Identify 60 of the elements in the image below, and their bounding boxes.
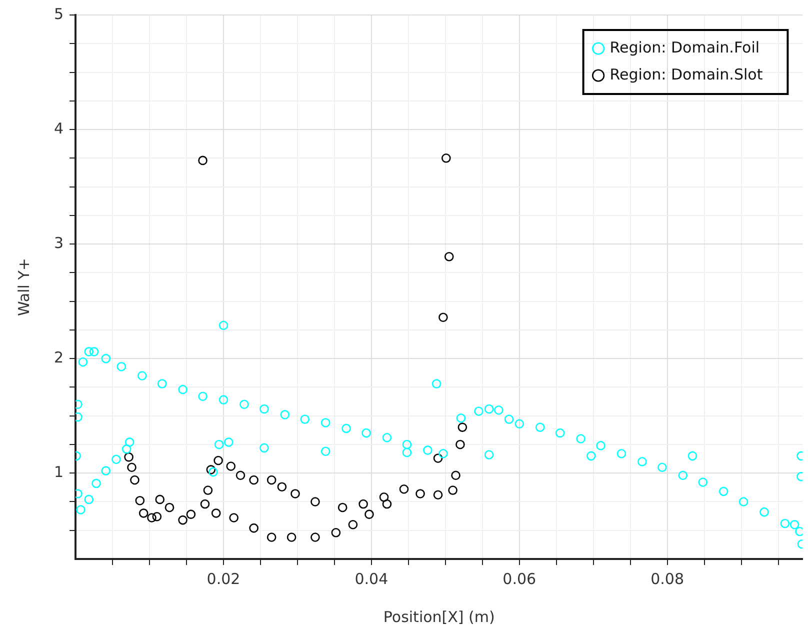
- point: [178, 515, 188, 525]
- point: [310, 532, 320, 542]
- y-tick-label: 3: [54, 234, 64, 252]
- point: [358, 499, 368, 509]
- point: [448, 486, 458, 495]
- point: [433, 454, 443, 463]
- point: [198, 156, 208, 166]
- point: [211, 508, 221, 518]
- point: [438, 312, 448, 322]
- legend-label: Region: Domain.Slot: [610, 65, 763, 84]
- point: [203, 486, 213, 495]
- point: [152, 512, 162, 522]
- point: [200, 499, 210, 509]
- point: [310, 497, 320, 506]
- point: [348, 520, 358, 530]
- y-tick-label: 5: [54, 4, 64, 23]
- y-axis-title: Wall Y+: [14, 258, 33, 316]
- point: [249, 523, 258, 533]
- point: [147, 513, 156, 522]
- point: [229, 513, 238, 522]
- point: [277, 482, 287, 492]
- point: [456, 440, 465, 450]
- point: [186, 510, 196, 519]
- point: [286, 532, 296, 542]
- point: [266, 532, 276, 542]
- point: [458, 422, 468, 432]
- point: [214, 456, 223, 466]
- point: [338, 502, 348, 512]
- point: [124, 452, 134, 462]
- point: [127, 462, 136, 472]
- point: [249, 475, 258, 485]
- point: [442, 154, 451, 163]
- point: [379, 492, 389, 502]
- x-tick-label: 0.08: [650, 570, 684, 588]
- point: [399, 484, 409, 494]
- point: [130, 475, 140, 485]
- point: [416, 489, 425, 498]
- point: [364, 510, 374, 519]
- point: [382, 499, 392, 509]
- point: [135, 496, 145, 506]
- point: [206, 465, 216, 474]
- point: [164, 502, 174, 512]
- point: [236, 470, 246, 480]
- y-tick-label: 2: [54, 348, 64, 366]
- point: [138, 508, 148, 518]
- y-tick-label: 1: [54, 462, 64, 481]
- x-axis-title: Position[X] (m): [383, 608, 495, 626]
- x-tick-label: 0.06: [502, 570, 536, 588]
- x-tick-label: 0.02: [206, 570, 240, 588]
- point: [451, 470, 460, 480]
- legend-label: Region: Domain.Foil: [610, 38, 760, 56]
- point: [226, 462, 236, 471]
- point: [290, 489, 300, 498]
- point: [433, 490, 443, 500]
- point: [331, 528, 341, 538]
- x-tick-label: 0.04: [354, 570, 388, 588]
- y-tick-label: 4: [54, 119, 64, 138]
- point: [155, 494, 165, 504]
- point: [444, 252, 454, 262]
- point: [266, 475, 276, 485]
